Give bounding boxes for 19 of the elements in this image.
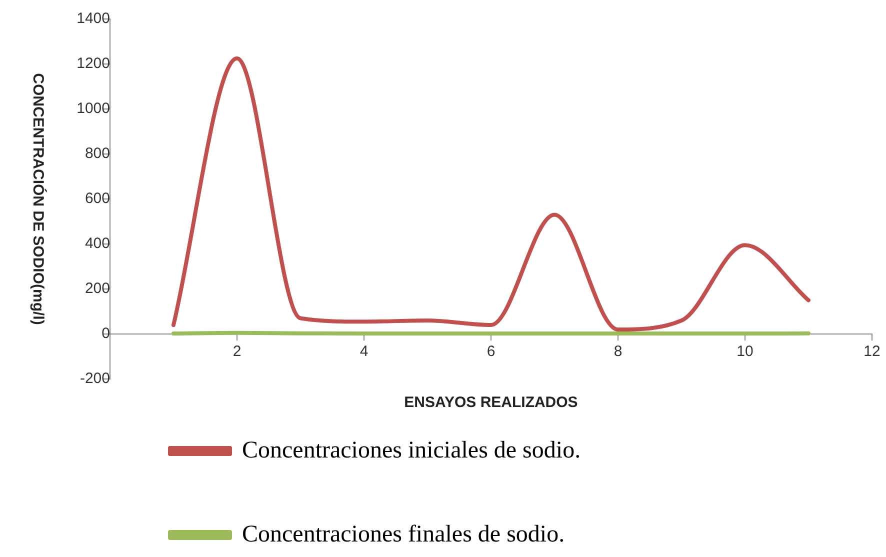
x-axis-title: ENSAYOS REALIZADOS [404,394,578,412]
y-tick-label: 1400 [76,10,110,28]
x-tick-label: 12 [864,343,880,360]
line-series [172,56,810,332]
y-tick-label: 1000 [76,100,110,118]
y-tick-label: 600 [84,190,110,208]
x-tick-label: 8 [614,343,622,360]
y-tick-label: 400 [84,235,110,252]
x-tick-label: 10 [736,343,754,360]
y-tick-label: 1200 [76,55,110,72]
x-tick-label: 4 [360,343,368,360]
y-axis-title: CONCENTRACIÓN DE SODIO(mg/l) [29,73,48,325]
x-tick-label: 6 [486,343,496,360]
y-tick-label: 800 [84,145,110,162]
legend-label: Concentraciones iniciales de sodio. [242,437,581,464]
legend-label: Concentraciones finales de sodio. [242,521,565,548]
y-tick-label: -200 [80,370,110,388]
y-tick-label: 200 [84,280,110,298]
x-tick-label: 2 [232,343,242,360]
